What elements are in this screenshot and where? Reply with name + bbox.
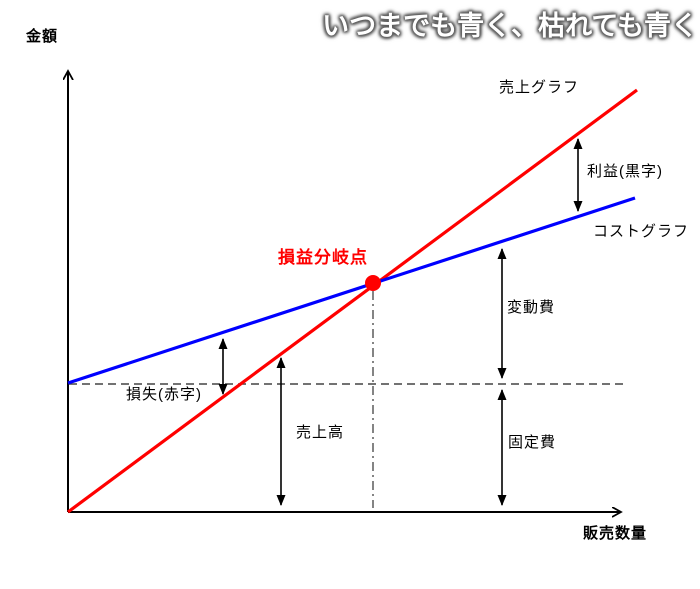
break-even-point bbox=[365, 275, 381, 291]
sales-graph-label: 売上グラフ bbox=[499, 79, 580, 96]
loss-label: 損失(赤字) bbox=[126, 386, 202, 403]
profit-label: 利益(黒字) bbox=[587, 163, 663, 180]
cost-line bbox=[67, 196, 636, 385]
x-axis-label: 販売数量 bbox=[583, 525, 648, 542]
cost-graph-label: コストグラフ bbox=[593, 223, 690, 240]
break-even-label: 損益分岐点 bbox=[278, 248, 368, 267]
variable-cost-label: 変動費 bbox=[507, 299, 556, 316]
watermark: いつまでも青く、枯れても青く bbox=[322, 11, 698, 41]
sales-line bbox=[67, 88, 638, 514]
y-axis-label: 金額 bbox=[26, 28, 59, 45]
sales-amount-label: 売上高 bbox=[296, 424, 345, 441]
fixed-cost-label: 固定費 bbox=[508, 434, 557, 451]
